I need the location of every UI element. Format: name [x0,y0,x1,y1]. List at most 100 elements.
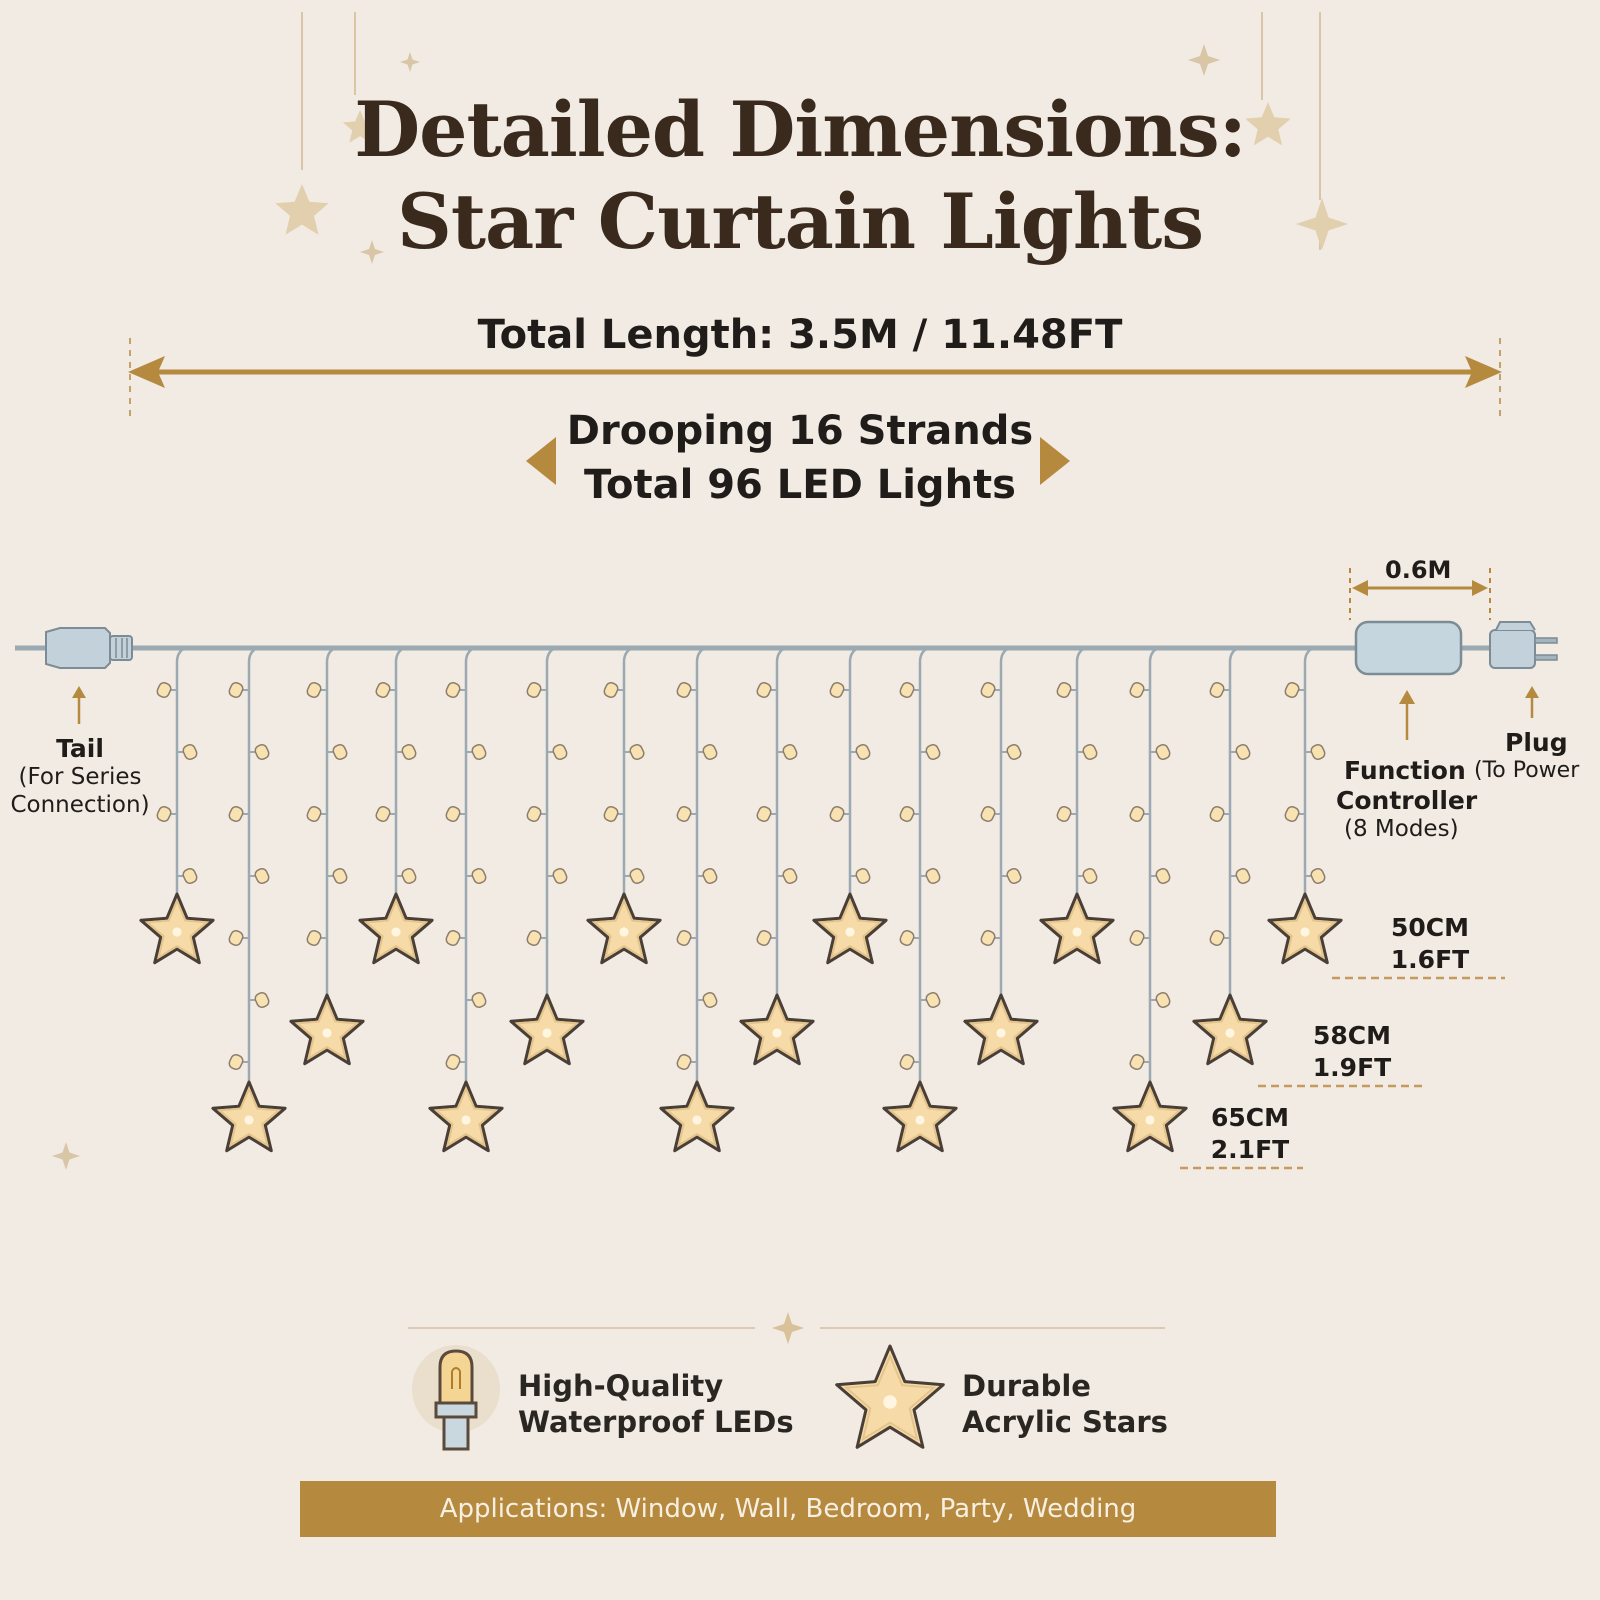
strand-length-58cm: 58CM [1312,1021,1391,1050]
led-bulb [603,806,624,822]
led-bulb [327,744,348,760]
led-bulb [777,868,798,884]
sparkle-icon [52,1142,80,1170]
light-strand [812,646,888,965]
power-plug-icon [1489,621,1558,669]
tail-label: Tail [56,734,104,763]
led-bulb [228,1054,249,1070]
led-bulb [624,744,645,760]
led-bulb [306,930,327,946]
led-bulb [1150,744,1171,760]
plug-note: (To Power [1474,758,1580,783]
feature-star-line1: Durable [962,1369,1091,1403]
led-bulb [228,682,249,698]
led-bulb [1056,682,1077,698]
sparkle-icon [1188,44,1220,76]
led-bulb [697,744,718,760]
led-bulb [327,868,348,884]
light-strand [289,646,365,1066]
led-bulb [1077,744,1098,760]
strand-star [428,1080,504,1153]
tail-note-line2: Connection) [10,792,150,818]
led-bulb [980,806,1001,822]
feature-star-shape [835,1344,945,1449]
controller-label-line1: Function [1344,756,1466,785]
light-strand [428,646,504,1153]
function-controller-box [1354,620,1463,676]
strand-star [509,993,585,1066]
strand-length-1-9ft: 1.9FT [1312,1053,1392,1082]
controller-note: (8 Modes) [1344,816,1459,842]
acrylic-star-icon [835,1344,945,1449]
led-bulb [177,868,198,884]
strands-right-arrow-icon [1040,437,1070,485]
led-bulb [676,930,697,946]
light-strand [659,646,735,1153]
led-bulb [1129,930,1150,946]
strand-star [963,993,1039,1066]
led-bulb [526,682,547,698]
led-bulb [1056,806,1077,822]
controller-label-line2: Controller [1336,786,1478,815]
led-bulb [547,868,568,884]
strand-star [739,993,815,1066]
light-strand [1112,646,1188,1153]
tail-note-line1: (For Series [18,764,142,790]
deco-star-icon [1245,102,1291,146]
light-strand [882,646,958,1153]
light-strand [139,646,215,965]
strand-length-65cm: 65CM [1210,1103,1289,1132]
led-bulb [177,744,198,760]
led-bulb [850,744,871,760]
dimension-label-0-6m: 0.6M [1385,556,1452,584]
led-bulb [980,930,1001,946]
led-bulb [306,806,327,822]
light-strand [963,646,1039,1066]
led-bulb [1284,806,1305,822]
led-bulb [396,744,417,760]
led-bulb [156,682,177,698]
led-bulb [676,1054,697,1070]
led-bulb [547,744,568,760]
strand-star [882,1080,958,1153]
strand-star [211,1080,287,1153]
led-bulb [249,744,270,760]
led-bulb [1230,744,1251,760]
led-bulb [1001,868,1022,884]
led-bulb [1230,868,1251,884]
led-bulb [1209,682,1230,698]
led-bulb [1209,930,1230,946]
led-bulb [756,930,777,946]
light-strand [1267,646,1343,965]
led-bulb [1129,682,1150,698]
sparkle-icon [1296,198,1348,250]
led-bulb [899,930,920,946]
led-bulb [829,682,850,698]
led-bulb [603,682,624,698]
sparkle-icon [400,52,420,72]
led-bulb [375,806,396,822]
features-divider [408,1312,1165,1344]
light-strand [739,646,815,1066]
led-bulb [1129,1054,1150,1070]
light-strand [1192,646,1268,1066]
led-bulb [375,682,396,698]
led-bulb [920,868,941,884]
strand-star [1192,993,1268,1066]
sparkle-icon [360,240,384,264]
feature-led-line2: Waterproof LEDs [518,1405,794,1439]
led-bulb [228,806,249,822]
led-bulb [1150,992,1171,1008]
led-bulb [697,992,718,1008]
strand-star [139,892,215,965]
led-bulb [445,930,466,946]
led-bulb [1129,806,1150,822]
led-bulb-icon [412,1345,500,1451]
led-bulb [1305,744,1326,760]
plug-label: Plug [1505,728,1568,757]
strand-star [1039,892,1115,965]
led-bulb [249,868,270,884]
strand-length-1-6ft: 1.6FT [1390,945,1470,974]
led-bulb [1150,868,1171,884]
page-title: Detailed Dimensions: [354,85,1247,174]
